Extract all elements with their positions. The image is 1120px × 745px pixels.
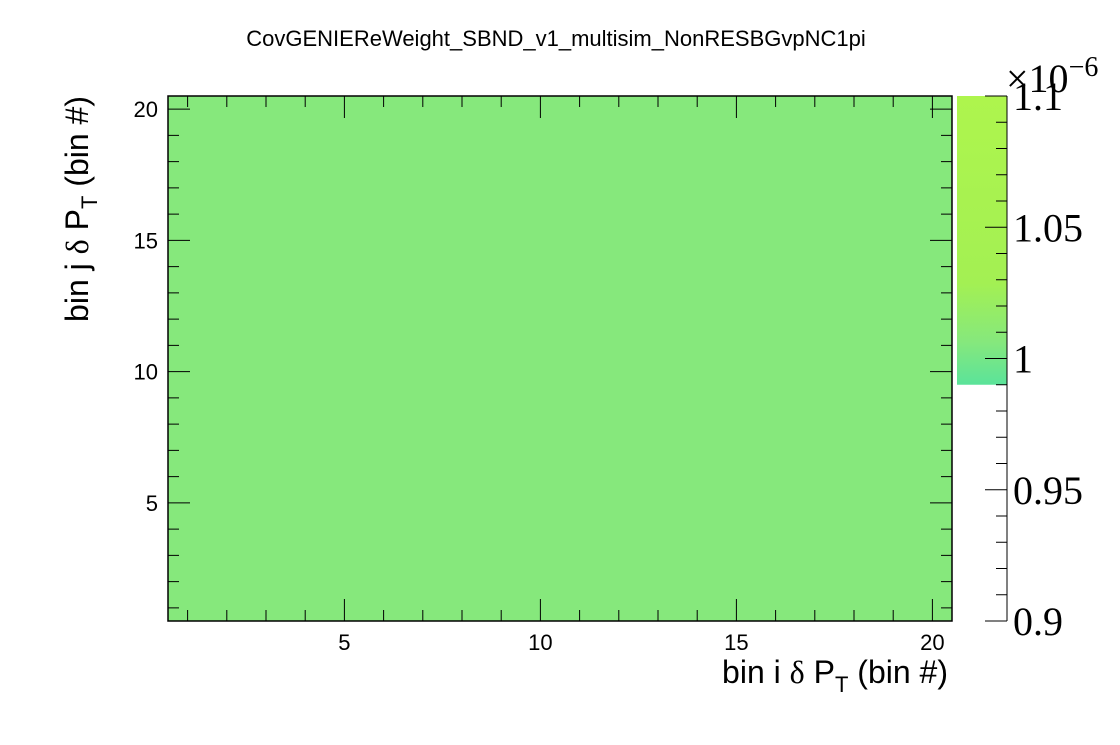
x-tick-label: 20	[920, 630, 944, 655]
plot-area: 5 10 15 20 5 10 15 20	[134, 95, 953, 655]
colorbar: 0.9 0.95 1 1.05 1.1×10−6	[957, 52, 1098, 644]
plot-frame	[167, 95, 953, 622]
y-axis-title: bin j δ PT (bin #)	[59, 96, 102, 322]
axis-labels: bin i δ PT (bin #) bin j δ PT (bin #)	[59, 96, 948, 697]
colorbar-tick-label: 1.1	[1013, 74, 1063, 119]
colorbar-tick-label: 0.9	[1013, 599, 1063, 644]
colorbar-tick-label: 1	[1013, 337, 1033, 382]
y-tick-label: 10	[134, 360, 158, 385]
colorbar-tick-label: 0.95	[1013, 468, 1083, 513]
x-axis-title: bin i δ PT (bin #)	[722, 654, 948, 697]
colorbar-exponent: ×10−6	[1006, 52, 1098, 101]
x-tick-label: 5	[338, 630, 350, 655]
x-tick-label: 10	[528, 630, 552, 655]
chart-title: CovGENIEReWeight_SBND_v1_multisim_NonRES…	[246, 26, 866, 51]
y-tick-label: 15	[134, 228, 158, 253]
x-tick-label: 15	[724, 630, 748, 655]
y-tick-label: 20	[134, 97, 158, 122]
colorbar-tick-label: 1.05	[1013, 205, 1083, 250]
colorbar-fill	[957, 96, 1007, 385]
heatmap-fill	[168, 96, 952, 621]
y-tick-label: 5	[146, 491, 158, 516]
